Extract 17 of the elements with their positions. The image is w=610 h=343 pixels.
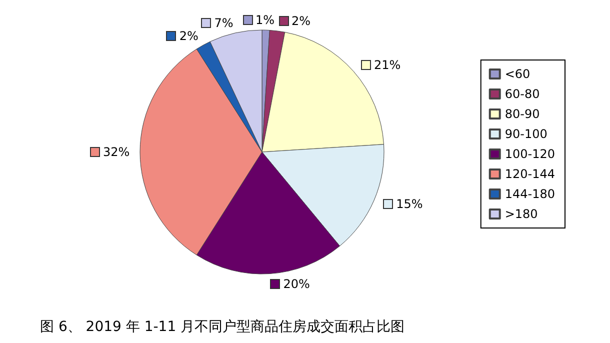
legend-label: 144-180: [504, 187, 555, 201]
data-label: 2%: [179, 29, 198, 44]
data-label: 20%: [283, 276, 310, 291]
legend-label: >180: [504, 207, 538, 221]
legend-label: 80-90: [504, 107, 540, 121]
data-label: 2%: [292, 14, 311, 28]
text: 图 6、 2019 年 1-11 月不同户型商品住房成交面积占比图: [40, 319, 405, 335]
legend-label: 90-100: [504, 127, 548, 141]
data-label: 32%: [103, 145, 130, 159]
data-label: 1%: [256, 13, 275, 28]
data-label: 15%: [396, 197, 423, 212]
legend-label: <60: [504, 67, 530, 81]
legend-label: 60-80: [504, 87, 540, 101]
data-label: 7%: [214, 16, 234, 30]
data-label: 21%: [374, 58, 401, 72]
legend-label: 120-144: [504, 167, 555, 181]
legend-label: 100-120: [504, 147, 555, 161]
